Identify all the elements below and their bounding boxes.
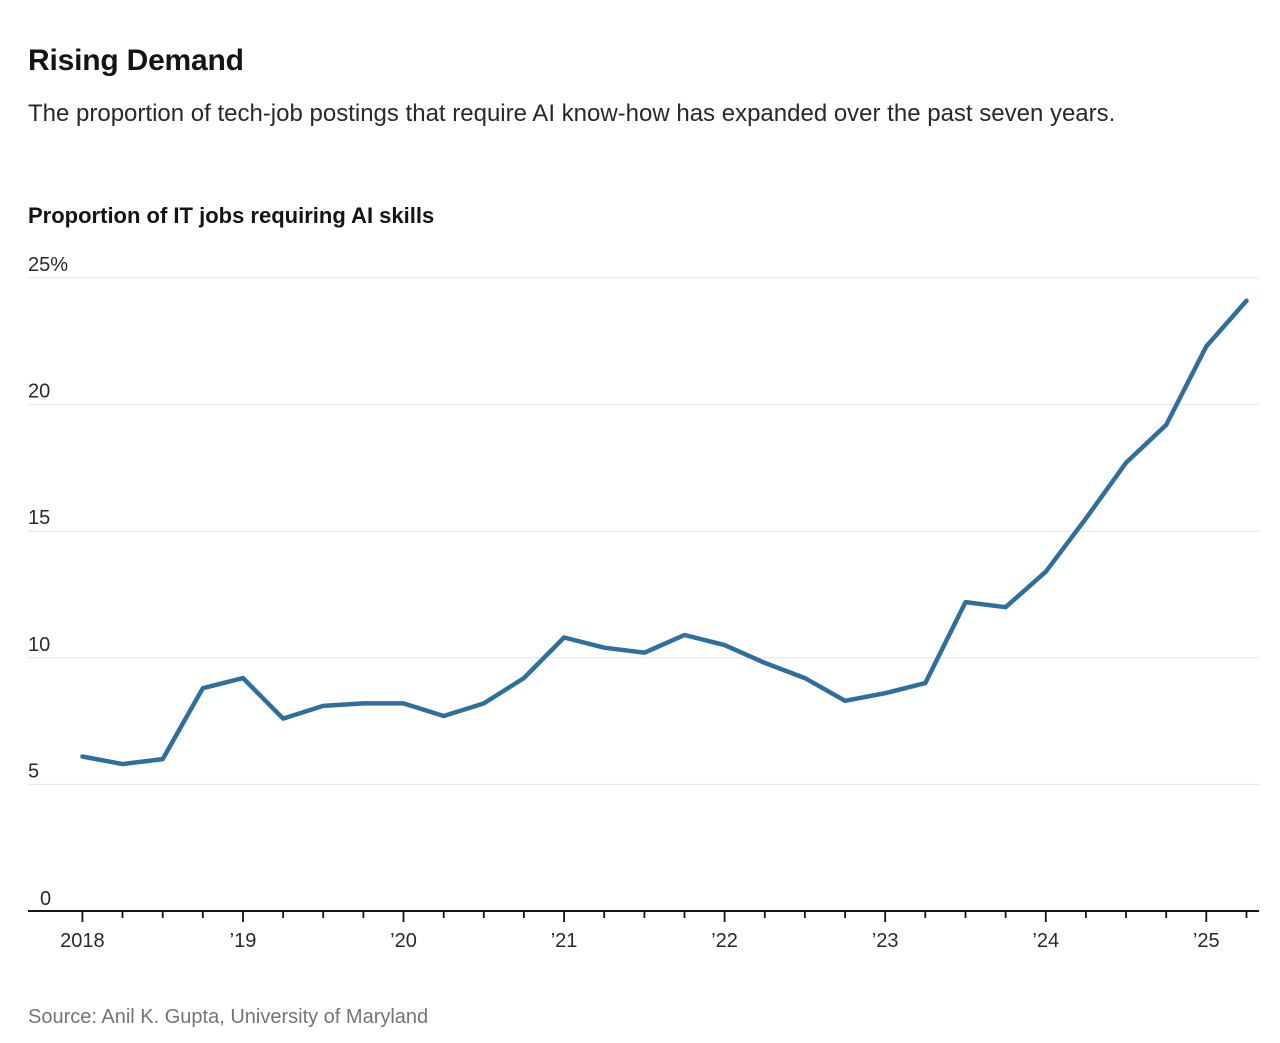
svg-text:’23: ’23 (872, 930, 899, 952)
svg-text:’24: ’24 (1032, 930, 1059, 952)
svg-text:’21: ’21 (551, 930, 578, 952)
svg-text:2018: 2018 (60, 930, 105, 952)
svg-text:20: 20 (28, 381, 50, 403)
svg-text:0: 0 (40, 888, 51, 910)
svg-text:5: 5 (28, 760, 39, 782)
source-attribution: Source: Anil K. Gupta, University of Mar… (28, 1006, 429, 1028)
svg-text:10: 10 (28, 634, 50, 656)
svg-text:’25: ’25 (1193, 930, 1220, 952)
series-label: Proportion of IT jobs requiring AI skill… (28, 203, 435, 229)
svg-text:’19: ’19 (230, 930, 257, 952)
svg-text:’20: ’20 (390, 930, 417, 952)
svg-text:’22: ’22 (711, 930, 738, 952)
svg-text:15: 15 (28, 507, 50, 529)
chart-title: Rising Demand (28, 44, 244, 78)
svg-text:25%: 25% (28, 254, 68, 276)
chart-subtitle: The proportion of tech-job postings that… (28, 100, 1116, 127)
